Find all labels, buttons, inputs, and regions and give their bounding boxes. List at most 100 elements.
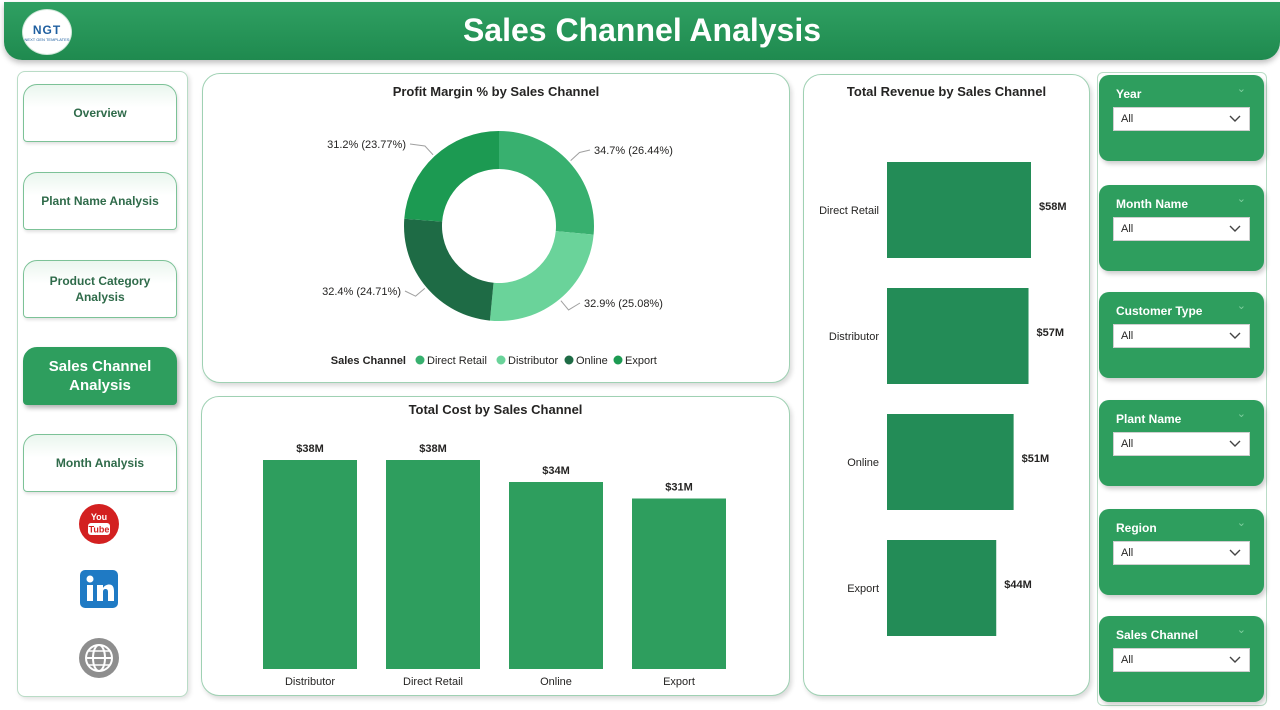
nav-month-analysis-button[interactable]: Month Analysis: [23, 434, 177, 492]
region-dropdown[interactable]: All: [1113, 541, 1250, 565]
navigation-panel: Overview Plant Name Analysis Product Cat…: [17, 71, 188, 697]
cost-bar-distributor[interactable]: [263, 460, 357, 669]
chevron-down-icon: [1229, 115, 1241, 122]
revenue-bar-online[interactable]: [887, 414, 1014, 510]
plant-name-slicer-label: Plant Name: [1116, 412, 1182, 426]
company-logo: NGT NEXT GEN TEMPLATES: [22, 9, 72, 55]
cost-bar-online[interactable]: [509, 482, 603, 669]
customer-type-dropdown-value: All: [1121, 330, 1134, 342]
donut-slice-export[interactable]: [404, 131, 499, 222]
chevron-down-icon: [1229, 332, 1241, 339]
cost-value-label: $38M: [419, 443, 447, 455]
collapse-chevron-icon[interactable]: ⌄: [1236, 624, 1246, 636]
donut-data-label: 34.7% (26.44%): [594, 145, 673, 157]
linkedin-icon[interactable]: [78, 568, 120, 610]
total-cost-card: Total Cost by Sales Channel $38M Distribu…: [201, 396, 790, 696]
profit-margin-donut-chart: Sales Channel 34.7% (26.44%) 32.9% (25.08…: [322, 131, 673, 367]
plant-name-dropdown-value: All: [1121, 438, 1134, 450]
region-slicer: Region ⌄ All: [1099, 509, 1264, 595]
logo-subtext: NEXT GEN TEMPLATES: [24, 36, 70, 42]
collapse-chevron-icon[interactable]: ⌄: [1236, 300, 1246, 312]
region-slicer-label: Region: [1116, 521, 1157, 535]
legend-title: Sales Channel: [331, 355, 406, 367]
cost-value-label: $38M: [296, 443, 324, 455]
sales-channel-dropdown-value: All: [1121, 654, 1134, 666]
cost-bar-direct-retail[interactable]: [386, 460, 480, 669]
revenue-category-label: Online: [847, 457, 879, 469]
donut-data-label: 31.2% (23.77%): [327, 139, 406, 151]
revenue-value-label: $51M: [1022, 453, 1050, 465]
globe-icon[interactable]: [78, 637, 120, 679]
revenue-value-label: $57M: [1037, 327, 1065, 339]
collapse-chevron-icon[interactable]: ⌄: [1236, 517, 1246, 529]
legend-marker-export: [613, 355, 623, 365]
total-cost-bar-chart: $38M Distributor $38M Direct Retail $34M Onli…: [263, 443, 726, 688]
collapse-chevron-icon[interactable]: ⌄: [1236, 193, 1246, 205]
customer-type-dropdown[interactable]: All: [1113, 324, 1250, 348]
chevron-down-icon: [1229, 440, 1241, 447]
customer-type-slicer: Customer Type ⌄ All: [1099, 292, 1264, 378]
total-revenue-bar-chart: Direct Retail $58M Distributor $57M Online $5…: [819, 162, 1067, 636]
nav-overview-button[interactable]: Overview: [23, 84, 177, 142]
svg-text:You: You: [91, 512, 107, 522]
revenue-bar-direct-retail[interactable]: [887, 162, 1031, 258]
cost-bar-export[interactable]: [632, 498, 726, 670]
nav-sales-channel-analysis-button[interactable]: Sales Channel Analysis: [23, 347, 177, 405]
revenue-bar-export[interactable]: [887, 540, 997, 636]
cost-category-label: Export: [663, 676, 695, 688]
sales-channel-dropdown[interactable]: All: [1113, 648, 1250, 672]
collapse-chevron-icon[interactable]: ⌄: [1236, 83, 1246, 95]
sales-channel-slicer: Sales Channel ⌄ All: [1099, 616, 1264, 702]
donut-slice-online[interactable]: [404, 218, 494, 321]
donut-data-label: 32.4% (24.71%): [322, 286, 401, 298]
chevron-down-icon: [1229, 225, 1241, 232]
donut-leader-line: [570, 149, 591, 161]
year-slicer-label: Year: [1116, 87, 1142, 101]
plant-name-slicer: Plant Name ⌄ All: [1099, 400, 1264, 486]
plant-name-dropdown[interactable]: All: [1113, 432, 1250, 456]
donut-leader-line: [560, 300, 581, 311]
donut-slice-distributor[interactable]: [489, 231, 594, 321]
month-name-dropdown[interactable]: All: [1113, 217, 1250, 241]
donut-data-label: 32.9% (25.08%): [584, 298, 663, 310]
revenue-value-label: $58M: [1039, 201, 1067, 213]
collapse-chevron-icon[interactable]: ⌄: [1236, 408, 1246, 420]
legend-item-export[interactable]: Export: [625, 355, 657, 367]
total-revenue-chart-title: Total Revenue by Sales Channel: [846, 84, 1047, 99]
region-dropdown-value: All: [1121, 547, 1134, 559]
youtube-icon[interactable]: You Tube: [78, 503, 120, 545]
revenue-value-label: $44M: [1004, 579, 1032, 591]
nav-plant-name-analysis-button[interactable]: Plant Name Analysis: [23, 172, 177, 230]
legend-marker-distributor: [496, 355, 506, 365]
svg-text:Tube: Tube: [89, 525, 110, 535]
legend-marker-direct-retail: [415, 355, 425, 365]
legend-item-distributor[interactable]: Distributor: [508, 355, 558, 367]
profit-margin-chart-title: Profit Margin % by Sales Channel: [392, 84, 600, 99]
nav-product-category-analysis-button[interactable]: Product Category Analysis: [23, 260, 177, 318]
legend-item-direct-retail[interactable]: Direct Retail: [427, 355, 487, 367]
month-name-slicer-label: Month Name: [1116, 197, 1188, 211]
total-cost-chart-title: Total Cost by Sales Channel: [408, 402, 583, 417]
chevron-down-icon: [1229, 656, 1241, 663]
page-title: Sales Channel Analysis: [462, 12, 822, 48]
cost-category-label: Direct Retail: [403, 676, 463, 688]
revenue-category-label: Export: [847, 583, 879, 595]
donut-leader-line: [409, 143, 434, 156]
month-name-slicer: Month Name ⌄ All: [1099, 185, 1264, 271]
cost-value-label: $34M: [542, 465, 570, 477]
cost-value-label: $31M: [665, 482, 693, 494]
customer-type-slicer-label: Customer Type: [1116, 304, 1203, 318]
header-bar: NGT NEXT GEN TEMPLATES Sales Channel Ana…: [4, 2, 1280, 60]
filter-panel: [1097, 72, 1267, 706]
legend-item-online[interactable]: Online: [576, 355, 608, 367]
revenue-bar-distributor[interactable]: [887, 288, 1029, 384]
year-dropdown[interactable]: All: [1113, 107, 1250, 131]
year-slicer: Year ⌄ All: [1099, 75, 1264, 161]
chevron-down-icon: [1229, 549, 1241, 556]
donut-slice-direct-retail[interactable]: [499, 131, 594, 235]
year-dropdown-value: All: [1121, 113, 1134, 125]
sales-channel-slicer-label: Sales Channel: [1116, 628, 1199, 642]
cost-category-label: Online: [540, 676, 572, 688]
total-revenue-card: Total Revenue by Sales Channel Direct Re…: [803, 74, 1090, 696]
logo-text: NGT: [32, 22, 62, 37]
